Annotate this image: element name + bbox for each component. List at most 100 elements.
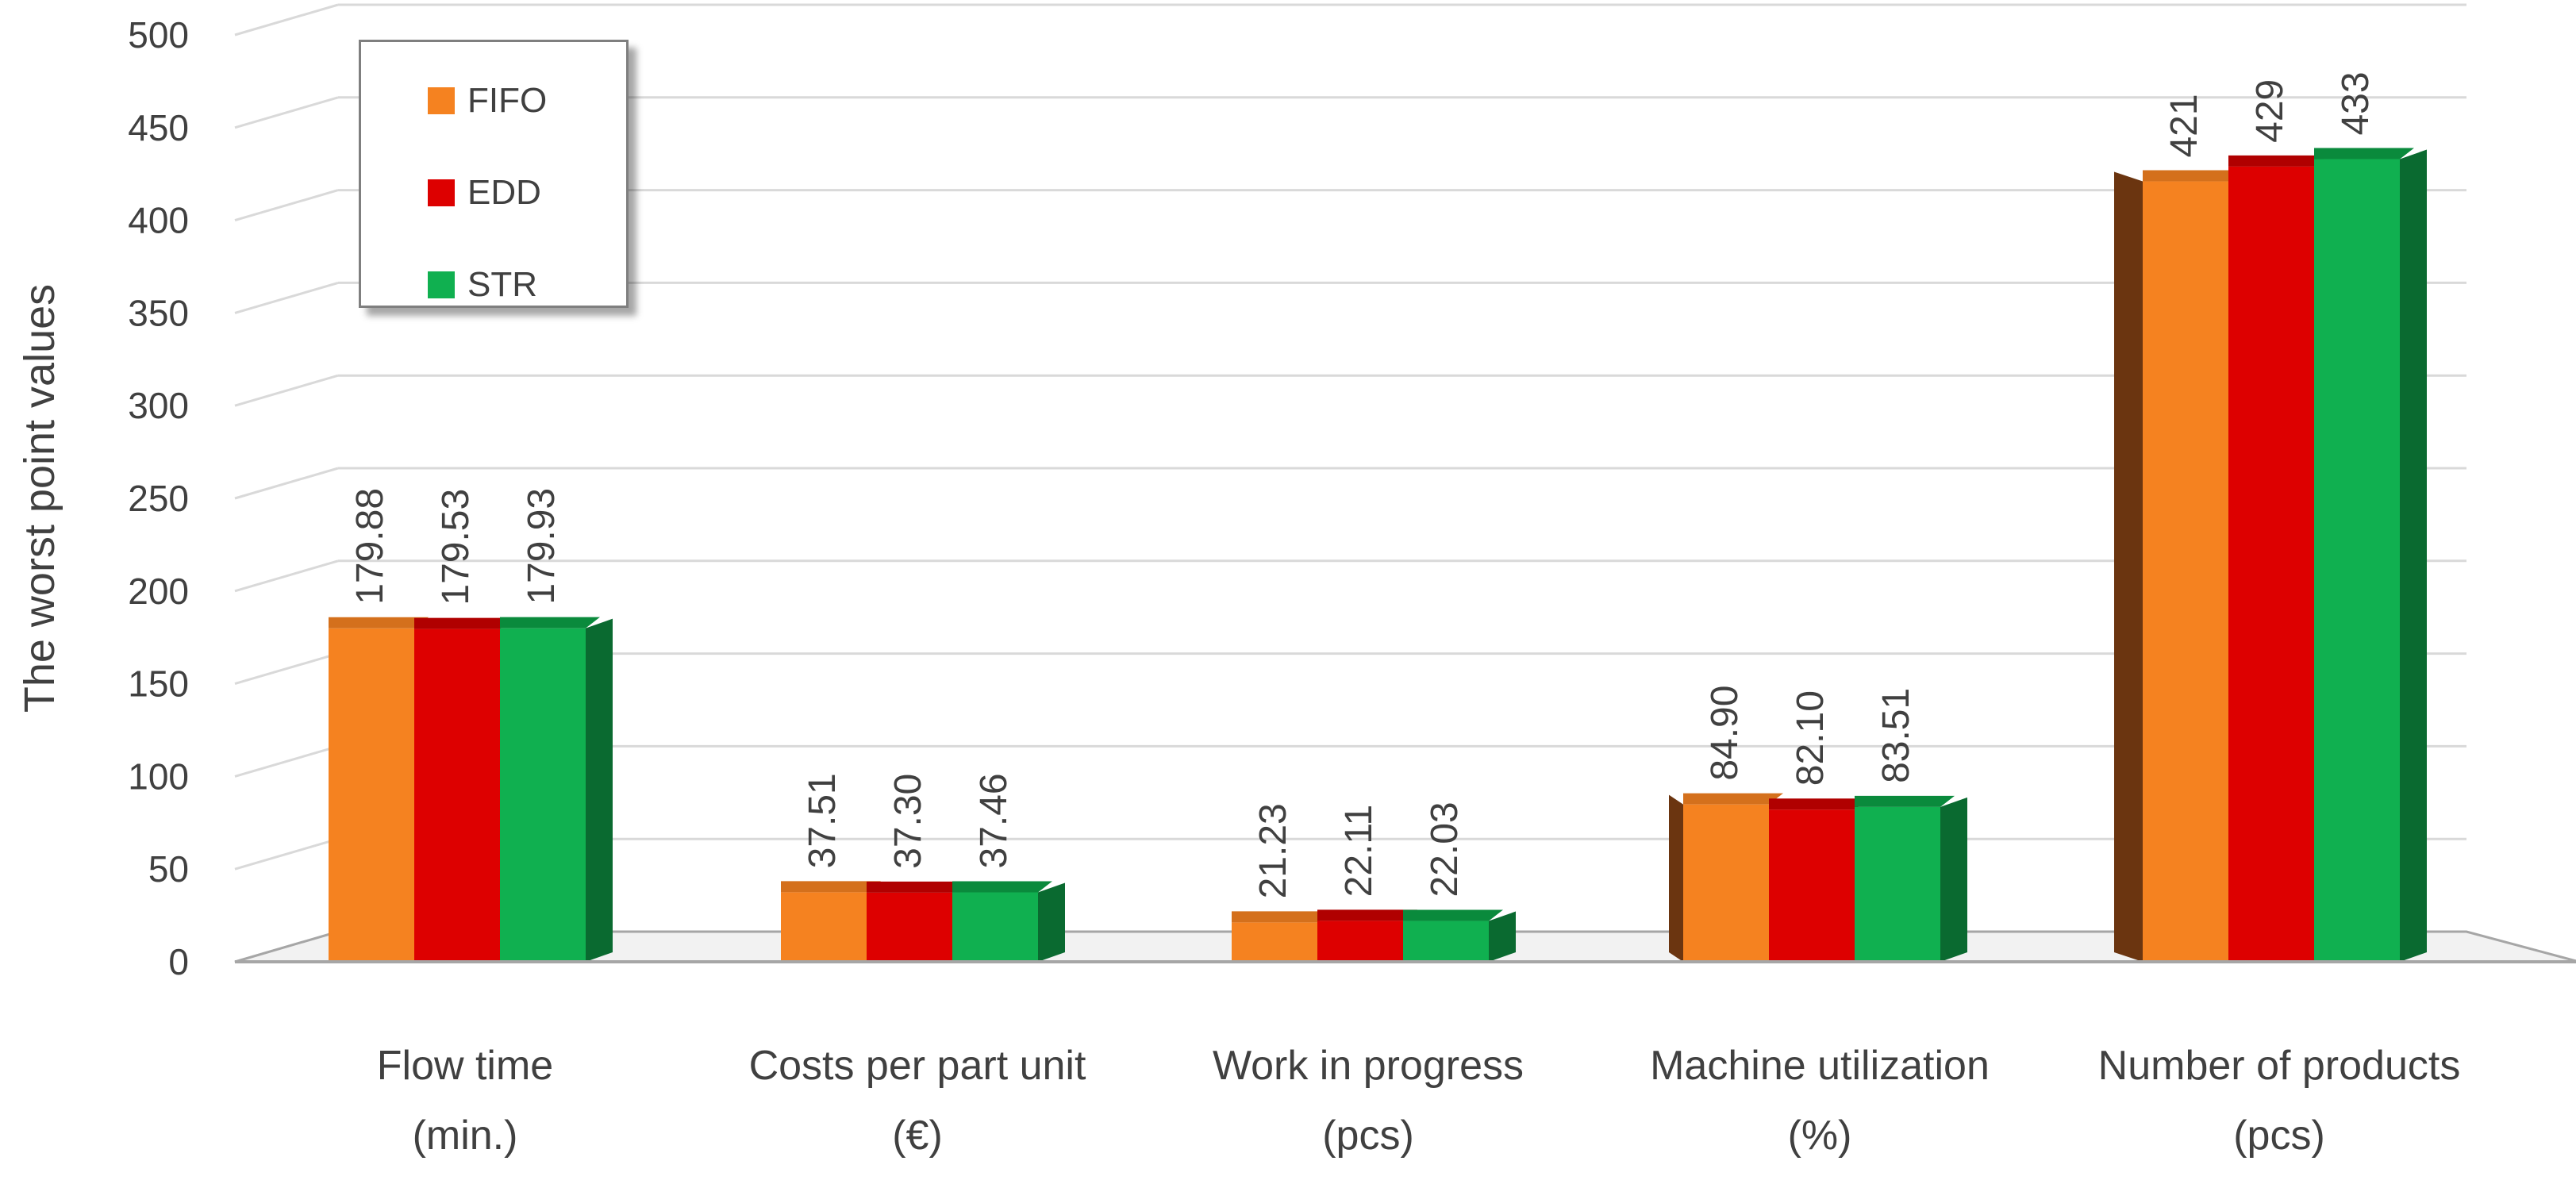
bar-top-str <box>2314 148 2414 160</box>
legend-item-fifo: FIFO <box>428 77 547 125</box>
gridline-wall <box>234 96 339 129</box>
gridline-wall <box>234 467 339 500</box>
data-label-fifo: 84.90 <box>1704 686 1746 781</box>
bar-top-str <box>500 617 600 629</box>
bar-top-edd <box>867 881 967 893</box>
bar-side-fifo <box>2114 171 2143 962</box>
gridline-wall <box>234 281 339 314</box>
category-unit-label: (€) <box>892 1113 943 1159</box>
data-label-str: 37.46 <box>973 773 1015 868</box>
bars-layer <box>329 148 2427 963</box>
bar-side-str <box>2400 149 2427 963</box>
data-label-str: 83.51 <box>1875 688 1917 783</box>
bar-side-fifo <box>1669 794 1683 962</box>
legend-swatch-fifo <box>428 87 455 114</box>
bar-side-str <box>1940 797 1967 962</box>
category-unit-label: (min.) <box>413 1113 518 1159</box>
legend-item-str: STR <box>428 261 537 309</box>
gridline-wall <box>234 652 339 686</box>
category-label: Work in progress <box>1213 1043 1524 1089</box>
axis-layer: 0 50 100 150 200 250 300 350 400 450 500 The worst … <box>16 14 2576 1159</box>
legend-item-edd: EDD <box>428 169 541 217</box>
bar-top-str <box>952 881 1052 893</box>
y-tick-label: 450 <box>128 107 189 148</box>
category-label: Costs per part unit <box>749 1043 1086 1089</box>
legend-label-fifo: FIFO <box>467 81 548 120</box>
bar-top-edd <box>2228 155 2328 167</box>
legend-label-edd: EDD <box>467 173 541 212</box>
y-tick-label: 200 <box>128 571 189 612</box>
legend-swatch-edd <box>428 179 455 206</box>
data-label-fifo: 179.88 <box>349 488 391 605</box>
bar-top-edd <box>1317 909 1417 921</box>
legend: FIFO EDD STR <box>359 40 629 308</box>
y-tick-label: 250 <box>128 478 189 519</box>
category-label: Machine utilization <box>1650 1043 1990 1089</box>
bar-fifo <box>1683 804 1769 962</box>
y-tick-label: 100 <box>128 755 189 797</box>
bar-fifo <box>781 892 867 962</box>
gridline-wall <box>234 744 339 778</box>
bar-fifo <box>329 628 414 962</box>
bar-edd <box>2228 166 2314 962</box>
bar-edd <box>867 892 952 962</box>
y-axis-title: The worst point values <box>16 284 63 713</box>
bar-str <box>952 892 1038 962</box>
data-label-str: 433 <box>2335 71 2377 135</box>
data-label-edd: 179.53 <box>435 489 477 605</box>
y-tick-label: 50 <box>148 848 189 890</box>
data-label-fifo: 421 <box>2163 94 2205 157</box>
gridline-wall <box>234 559 339 593</box>
bar-edd <box>1317 921 1403 962</box>
bar-top-str <box>1403 909 1503 921</box>
bar-edd <box>414 629 500 962</box>
bar-str <box>500 628 586 962</box>
bar-str <box>1403 921 1489 962</box>
bar-str <box>2314 159 2400 963</box>
bar-top-fifo <box>781 881 881 893</box>
y-tick-label: 350 <box>128 292 189 333</box>
bar-top-fifo <box>1683 793 1783 805</box>
bar-fifo <box>2143 181 2228 962</box>
gridline-wall <box>234 837 339 871</box>
bar-side-str <box>1038 882 1065 962</box>
y-tick-label: 150 <box>128 663 189 705</box>
y-tick-label: 300 <box>128 385 189 426</box>
category-unit-label: (%) <box>1788 1113 1852 1159</box>
legend-swatch-str <box>428 271 455 298</box>
data-label-str: 179.93 <box>521 488 563 605</box>
bar-str <box>1855 806 1940 962</box>
bar-top-fifo <box>1232 911 1332 923</box>
bar-edd <box>1769 809 1855 962</box>
bar-top-str <box>1855 795 1955 807</box>
data-label-edd: 22.11 <box>1338 805 1380 898</box>
grid-layer <box>234 3 2466 963</box>
category-unit-label: (pcs) <box>1322 1113 1414 1159</box>
bar-top-fifo <box>329 617 429 629</box>
gridline-wall <box>234 189 339 222</box>
gridline-wall <box>234 374 339 407</box>
bar-top-fifo <box>2143 170 2243 182</box>
data-label-edd: 429 <box>2249 79 2291 143</box>
data-label-str: 22.03 <box>1424 802 1466 897</box>
y-tick-label: 500 <box>128 14 189 56</box>
category-unit-label: (pcs) <box>2233 1113 2325 1159</box>
bar-side-str <box>1489 911 1516 962</box>
bar-top-edd <box>1769 798 1869 810</box>
y-tick-label: 0 <box>168 941 189 982</box>
bar-fifo <box>1232 922 1317 962</box>
category-label: Number of products <box>2098 1043 2461 1089</box>
gridline-wall <box>234 3 339 37</box>
bar-side-str <box>586 618 613 962</box>
legend-label-str: STR <box>467 265 537 304</box>
data-label-fifo: 37.51 <box>802 773 844 868</box>
data-label-edd: 82.10 <box>1790 690 1832 786</box>
data-label-fifo: 21.23 <box>1252 803 1294 898</box>
bar-top-edd <box>414 617 514 629</box>
category-label: Flow time <box>377 1043 553 1089</box>
labels-layer: 179.88 179.53 179.93 37.51 37.30 37.46 21.23 22… <box>349 71 2377 898</box>
data-label-edd: 37.30 <box>887 774 929 869</box>
y-tick-label: 400 <box>128 200 189 241</box>
